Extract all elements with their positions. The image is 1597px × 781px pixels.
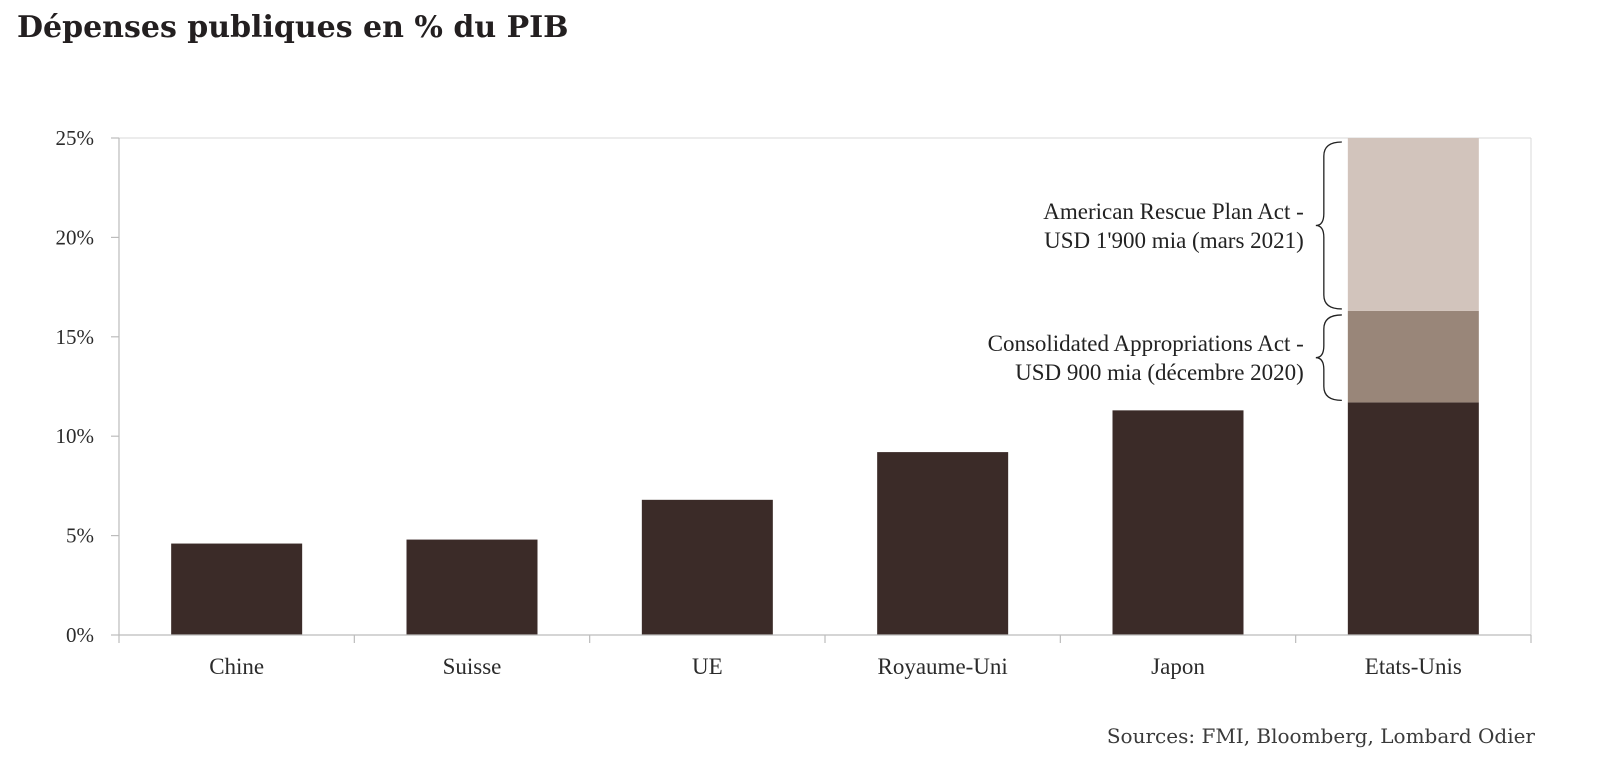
annotation-brace-1: [1315, 314, 1342, 402]
y-tick-label: 15%: [56, 325, 95, 349]
annotation-text-1-line-0: Consolidated Appropriations Act -: [988, 331, 1304, 356]
x-tick-label: Japon: [1151, 654, 1205, 679]
x-tick-label: Royaume-Uni: [878, 654, 1008, 679]
x-tick-label: Chine: [209, 654, 264, 679]
chart-title: Dépenses publiques en % du PIB: [17, 10, 569, 45]
source-note: Sources: FMI, Bloomberg, Lombard Odier: [1106, 724, 1535, 748]
x-tick-label: UE: [692, 654, 723, 679]
bar-suisse-segment-0: [406, 539, 538, 635]
annotation-brace-0: [1315, 141, 1342, 310]
annotation-text-0-line-1: USD 1'900 mia (mars 2021): [1044, 228, 1304, 253]
bar-japon-segment-0: [1112, 410, 1244, 635]
y-tick-label: 25%: [56, 126, 95, 150]
bar-etats-unis-segment-1: [1347, 310, 1479, 403]
y-tick-label: 10%: [56, 424, 95, 448]
bar-chine-segment-0: [171, 543, 303, 635]
annotation-text-0-line-0: American Rescue Plan Act -: [1043, 199, 1304, 224]
bar-etats-unis-segment-2: [1347, 138, 1479, 311]
y-tick-label: 0%: [66, 623, 94, 647]
bar-etats-unis-segment-0: [1347, 402, 1479, 635]
y-tick-label: 5%: [66, 524, 94, 548]
x-tick-label: Etats-Unis: [1365, 654, 1462, 679]
annotation-text-1-line-1: USD 900 mia (décembre 2020): [1015, 360, 1304, 385]
x-tick-label: Suisse: [443, 654, 502, 679]
bar-ue-segment-0: [641, 499, 773, 635]
y-tick-label: 20%: [56, 225, 95, 249]
bar-royaume-uni-segment-0: [877, 452, 1009, 635]
